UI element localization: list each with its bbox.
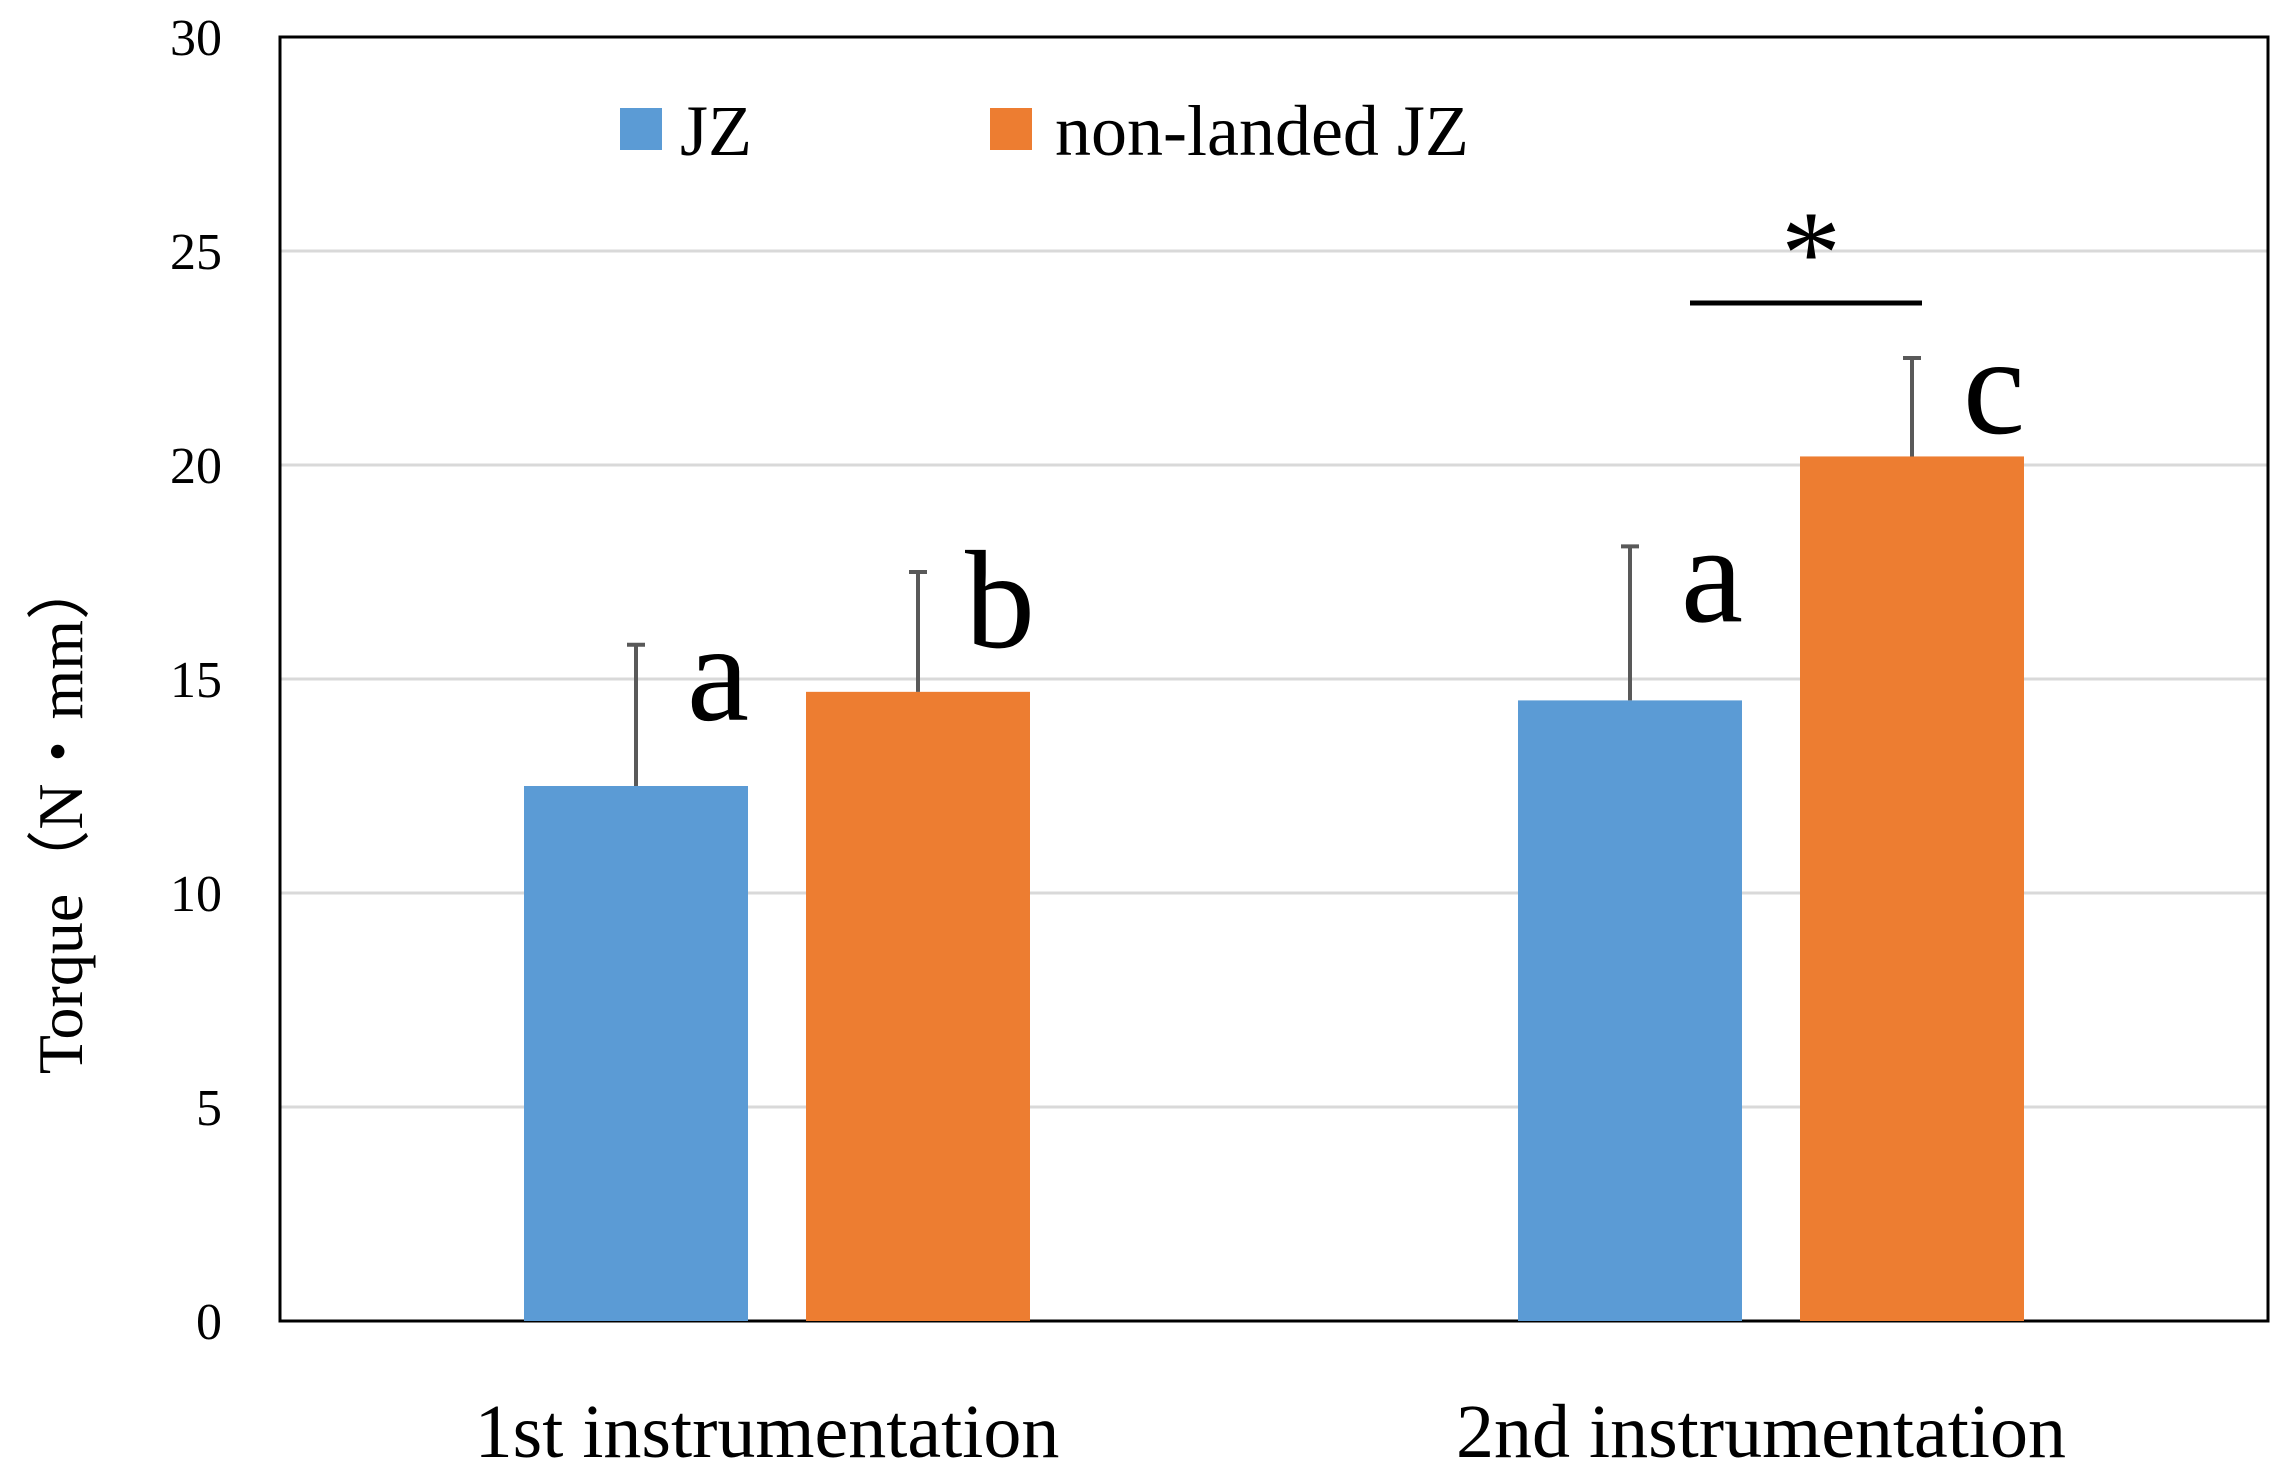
y-axis-label: Torque（N・mm） bbox=[25, 556, 96, 1074]
plot-frame bbox=[278, 35, 2270, 1323]
legend-label-jz: JZ bbox=[680, 91, 752, 171]
y-tick-label: 20 bbox=[170, 438, 222, 495]
legend-swatch-jz bbox=[620, 108, 662, 150]
significance-letter: a bbox=[687, 596, 749, 751]
bar-jz-1 bbox=[524, 786, 748, 1321]
significance-letter: b bbox=[965, 523, 1035, 678]
x-category-label: 1st instrumentation bbox=[475, 1390, 1060, 1474]
y-tick-label: 10 bbox=[170, 866, 222, 923]
bar-non-landed-jz-1 bbox=[806, 691, 1030, 1321]
y-tick-label: 0 bbox=[196, 1294, 222, 1351]
bar-jz-2 bbox=[1518, 700, 1742, 1321]
y-tick-label: 15 bbox=[170, 652, 222, 709]
significance-letter: a bbox=[1681, 497, 1743, 652]
y-tick-label: 5 bbox=[196, 1080, 222, 1137]
significance-star: * bbox=[1781, 186, 1841, 319]
y-tick-label: 25 bbox=[170, 224, 222, 281]
y-tick-label: 30 bbox=[170, 10, 222, 67]
legend-swatch-non-landed-jz bbox=[990, 108, 1032, 150]
significance-letter: c bbox=[1963, 309, 2025, 464]
bar-non-landed-jz-2 bbox=[1800, 456, 2024, 1321]
legend-label-non-landed-jz: non-landed JZ bbox=[1055, 91, 1469, 171]
x-category-label: 2nd instrumentation bbox=[1456, 1390, 2066, 1474]
